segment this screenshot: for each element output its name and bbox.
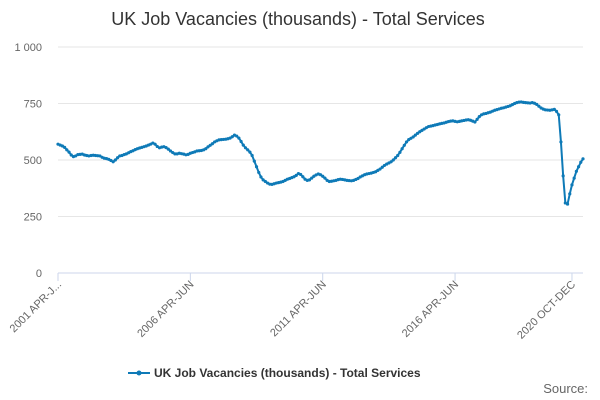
data-point[interactable] bbox=[239, 139, 243, 144]
data-point[interactable] bbox=[115, 156, 120, 160]
data-point[interactable] bbox=[473, 120, 477, 124]
data-point[interactable] bbox=[208, 143, 212, 147]
data-point[interactable] bbox=[113, 158, 117, 162]
data-point[interactable] bbox=[321, 174, 325, 178]
data-point[interactable] bbox=[210, 142, 215, 146]
data-point[interactable] bbox=[557, 113, 561, 117]
chart-title: UK Job Vacancies (thousands) - Total Ser… bbox=[111, 9, 485, 29]
y-tick-label: 0 bbox=[36, 268, 42, 280]
data-point[interactable] bbox=[257, 170, 261, 175]
data-point[interactable] bbox=[402, 143, 406, 147]
x-tick-label: 2001 APR-J... bbox=[8, 279, 64, 335]
data-point[interactable] bbox=[565, 202, 570, 206]
data-point[interactable] bbox=[400, 147, 404, 151]
y-tick-label: 500 bbox=[24, 155, 42, 167]
data-point[interactable] bbox=[391, 158, 395, 162]
data-point[interactable] bbox=[413, 133, 417, 137]
data-point[interactable] bbox=[67, 150, 71, 154]
legend-point-marker bbox=[136, 370, 142, 376]
data-point[interactable] bbox=[537, 104, 541, 108]
x-tick-label: 2016 APR-JUN bbox=[400, 279, 461, 340]
data-point[interactable] bbox=[356, 176, 360, 181]
data-point[interactable] bbox=[576, 165, 581, 169]
data-point[interactable] bbox=[398, 150, 402, 154]
data-point[interactable] bbox=[250, 153, 254, 158]
data-point[interactable] bbox=[204, 147, 208, 151]
data-point[interactable] bbox=[411, 135, 415, 139]
data-point[interactable] bbox=[393, 156, 398, 160]
data-point[interactable] bbox=[299, 172, 303, 177]
data-point[interactable] bbox=[579, 160, 583, 164]
data-point[interactable] bbox=[230, 135, 234, 139]
data-point[interactable] bbox=[559, 140, 563, 144]
data-point[interactable] bbox=[254, 165, 259, 169]
data-point[interactable] bbox=[396, 153, 400, 158]
data-point[interactable] bbox=[246, 148, 250, 152]
source-label[interactable]: Source: bbox=[543, 381, 588, 396]
data-point[interactable] bbox=[111, 160, 115, 164]
y-tick-label: 250 bbox=[24, 212, 42, 224]
data-point[interactable] bbox=[318, 173, 323, 177]
data-point[interactable] bbox=[561, 174, 565, 178]
data-point[interactable] bbox=[475, 117, 479, 121]
data-point[interactable] bbox=[310, 176, 314, 180]
legend-label: UK Job Vacancies (thousands) - Total Ser… bbox=[154, 366, 421, 380]
data-point[interactable] bbox=[263, 179, 267, 184]
data-point[interactable] bbox=[168, 149, 173, 153]
data-point[interactable] bbox=[378, 167, 382, 171]
x-tick-label: 2020 OCT-DEC bbox=[515, 279, 578, 342]
series-layer bbox=[56, 100, 585, 206]
data-point[interactable] bbox=[380, 165, 384, 169]
grid bbox=[58, 46, 583, 217]
data-point[interactable] bbox=[301, 175, 305, 179]
data-point[interactable] bbox=[173, 152, 177, 156]
data-point[interactable] bbox=[153, 142, 157, 146]
data-point[interactable] bbox=[252, 159, 256, 163]
data-point[interactable] bbox=[241, 143, 245, 147]
series-line bbox=[57, 100, 584, 206]
x-tick-label: 2011 APR-JUN bbox=[268, 279, 329, 340]
data-point[interactable] bbox=[294, 173, 298, 177]
data-point[interactable] bbox=[63, 145, 67, 149]
y-tick-label: 1 000 bbox=[14, 42, 42, 54]
data-point[interactable] bbox=[568, 192, 572, 196]
data-point[interactable] bbox=[307, 178, 312, 182]
legend[interactable]: UK Job Vacancies (thousands) - Total Ser… bbox=[128, 366, 421, 380]
data-point[interactable] bbox=[535, 102, 539, 106]
data-point[interactable] bbox=[552, 107, 556, 111]
x-tick-label: 2006 APR-JUN bbox=[135, 279, 196, 340]
data-point[interactable] bbox=[248, 150, 252, 154]
data-point[interactable] bbox=[259, 175, 263, 179]
y-tick-label: 750 bbox=[24, 99, 42, 111]
data-point[interactable] bbox=[206, 145, 210, 149]
data-point[interactable] bbox=[574, 169, 578, 173]
data-point[interactable] bbox=[323, 176, 327, 180]
axes: 0 250 500 750 1 000 2001 APR-J... 2006 APR-JUN… bbox=[8, 42, 583, 342]
data-point[interactable] bbox=[69, 153, 73, 157]
data-point[interactable] bbox=[415, 131, 420, 135]
data-point[interactable] bbox=[554, 109, 559, 114]
data-point[interactable] bbox=[243, 146, 248, 150]
data-point[interactable] bbox=[581, 157, 585, 161]
data-point[interactable] bbox=[570, 183, 574, 187]
data-point[interactable] bbox=[404, 140, 409, 144]
data-point[interactable] bbox=[389, 160, 393, 164]
data-point[interactable] bbox=[166, 147, 170, 151]
data-point[interactable] bbox=[572, 176, 576, 180]
data-point[interactable] bbox=[261, 178, 265, 182]
data-point[interactable] bbox=[237, 136, 241, 140]
data-point[interactable] bbox=[477, 115, 481, 119]
data-point[interactable] bbox=[235, 134, 239, 138]
data-point[interactable] bbox=[65, 148, 69, 152]
data-point[interactable] bbox=[164, 145, 168, 150]
